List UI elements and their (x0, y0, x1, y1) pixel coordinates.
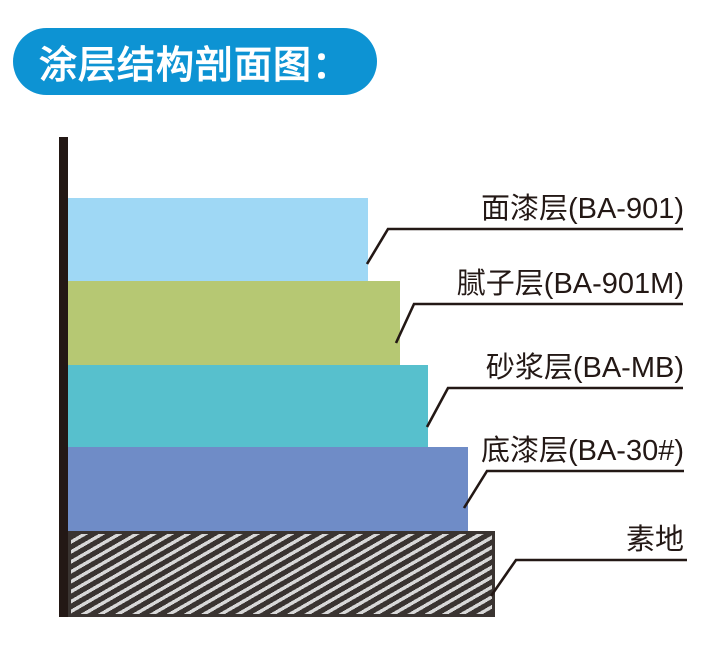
layer-label-primer: 底漆层(BA-30#) (480, 435, 684, 467)
layer-bar-primer (68, 447, 468, 531)
leader-line-putty (394, 302, 683, 344)
layer-label-mortar: 砂浆层(BA-MB) (485, 352, 684, 384)
layer-bar-topcoat (68, 198, 368, 281)
layer-bar-putty (68, 281, 400, 365)
left-wall-line (59, 137, 68, 617)
layer-label-putty: 腻子层(BA-901M) (456, 268, 684, 300)
diagram-title: 涂层结构剖面图： (38, 45, 351, 87)
leader-line-mortar (425, 386, 683, 428)
layer-label-substrate: 素地 (625, 524, 684, 556)
layer-bar-mortar (68, 365, 428, 447)
layer-label-topcoat: 面漆层(BA-901) (480, 193, 684, 225)
leader-line-topcoat (365, 227, 683, 265)
layer-bar-substrate (68, 531, 495, 617)
leader-line-primer (462, 469, 684, 509)
leader-line-substrate (489, 558, 687, 597)
diagram-title-banner: 涂层结构剖面图： (13, 28, 377, 95)
